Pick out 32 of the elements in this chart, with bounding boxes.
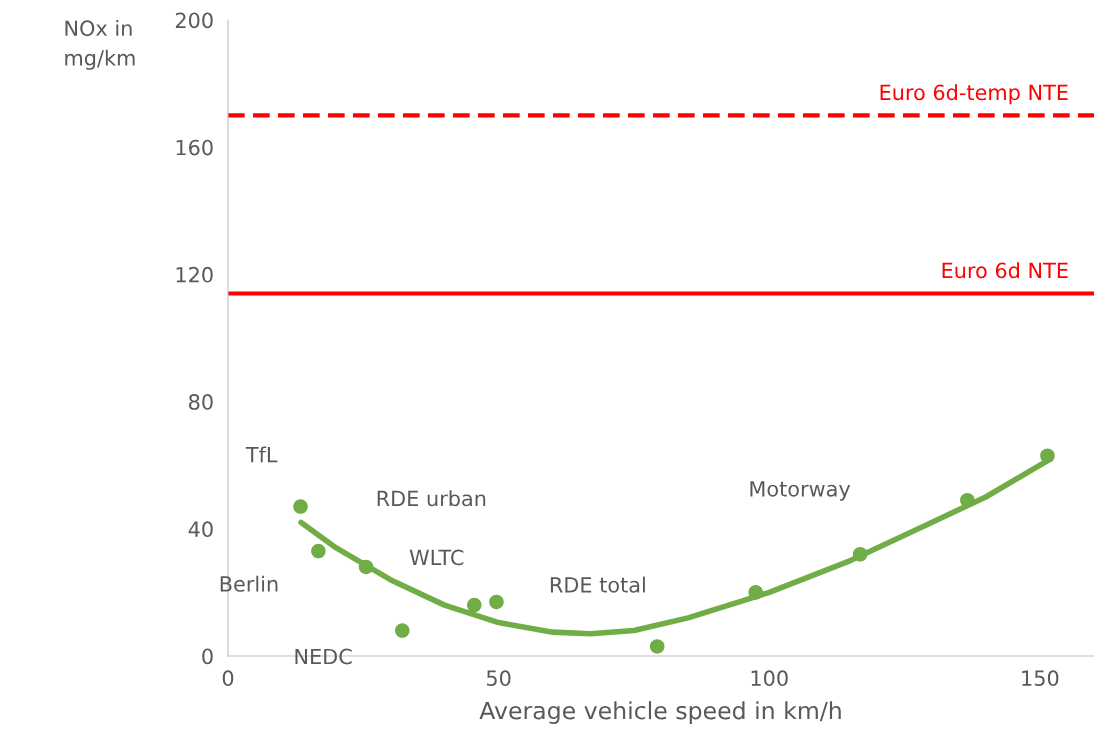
point (489, 594, 504, 610)
annotation: Berlin (220, 575, 278, 592)
annotation: TfL (245, 446, 278, 463)
point (311, 543, 326, 559)
x-tick-label: 0 (222, 670, 234, 687)
point (748, 585, 763, 600)
y-tick-label: 200 (175, 12, 213, 29)
ref-line-label: Euro 6d-temp NTE (880, 84, 1068, 105)
point (1040, 448, 1055, 463)
ref-line-label: Euro 6d NTE (942, 262, 1068, 279)
y-tick-label: 80 (189, 394, 213, 410)
annotation: RDE urban (377, 490, 486, 507)
x-axis-title: Average vehicle speed in km/h (479, 701, 841, 725)
y-tick-label: 0 (202, 648, 213, 665)
point (395, 623, 410, 638)
x-tick-label: 100 (751, 670, 788, 687)
point (960, 492, 975, 508)
point (466, 597, 482, 613)
y-tick-label: 40 (188, 521, 213, 538)
y-tick-label: 160 (176, 139, 213, 156)
x-tick-label: 150 (1022, 670, 1059, 687)
point (358, 559, 374, 575)
point (649, 639, 665, 654)
annotation: WLTC (409, 549, 464, 566)
point (852, 546, 868, 562)
annotation: RDE total (550, 576, 645, 593)
y-tick-label: 120 (176, 266, 213, 283)
annotation: Motorway (750, 481, 851, 501)
annotation: NEDC (295, 648, 352, 665)
x-tick-label: 50 (486, 670, 511, 687)
point (293, 499, 308, 514)
y-axis-title: NOx in mg/km (65, 20, 135, 70)
